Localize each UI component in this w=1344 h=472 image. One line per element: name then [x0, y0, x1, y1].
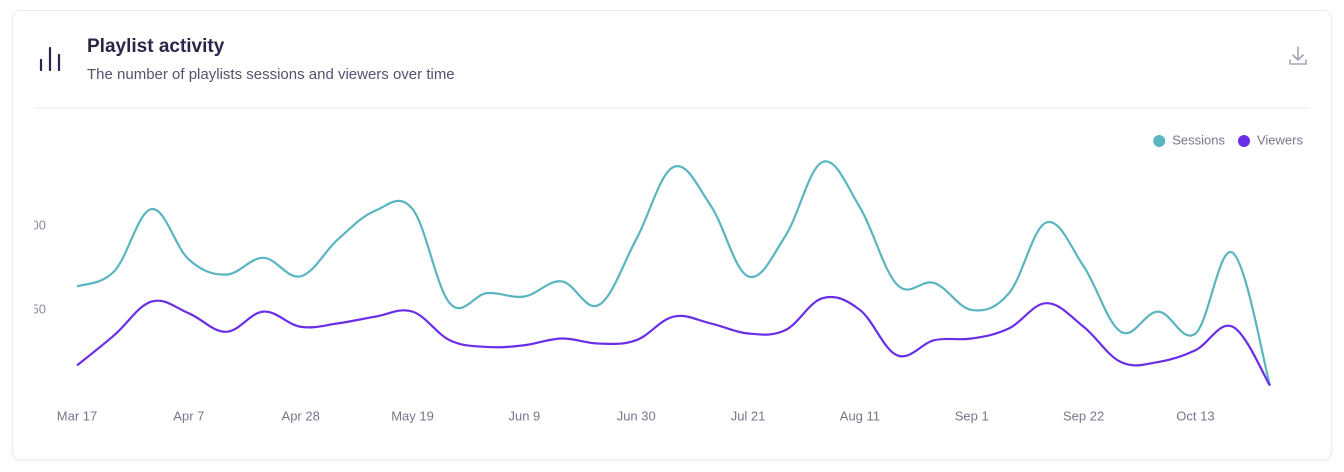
card	[12, 10, 1332, 460]
x-tick-label: Jul 21	[731, 408, 766, 423]
x-tick-label: Sep 22	[1063, 408, 1104, 423]
plot: 50 100	[24, 160, 1272, 387]
x-tick-label: Sep 1	[955, 408, 989, 423]
x-tick-label: Oct 13	[1176, 408, 1214, 423]
legend-swatch	[1153, 135, 1166, 147]
legend-swatch	[1237, 135, 1250, 147]
y-tick-label: 50	[32, 301, 46, 316]
chart-subtitle: The number of playlists sessions and vie…	[87, 66, 455, 83]
x-tick-label: Apr 7	[173, 408, 204, 423]
x-tick-label: Jun 9	[508, 408, 540, 423]
y-tick-label: 100	[24, 217, 46, 232]
x-tick-label: Jun 30	[617, 408, 656, 423]
x-tick-label: May 19	[391, 408, 434, 423]
series-line	[76, 295, 1271, 387]
series-line	[76, 160, 1272, 386]
legend-label: Sessions	[1172, 132, 1225, 147]
download-button[interactable]	[1289, 46, 1307, 65]
x-tick-label: Aug 11	[840, 408, 880, 423]
x-tick-label: Apr 28	[282, 408, 320, 423]
chart-icon	[39, 46, 61, 72]
chart-title: Playlist activity	[87, 36, 225, 57]
x-tick-label: Mar 17	[57, 408, 97, 423]
legend-label: Viewers	[1257, 132, 1304, 147]
